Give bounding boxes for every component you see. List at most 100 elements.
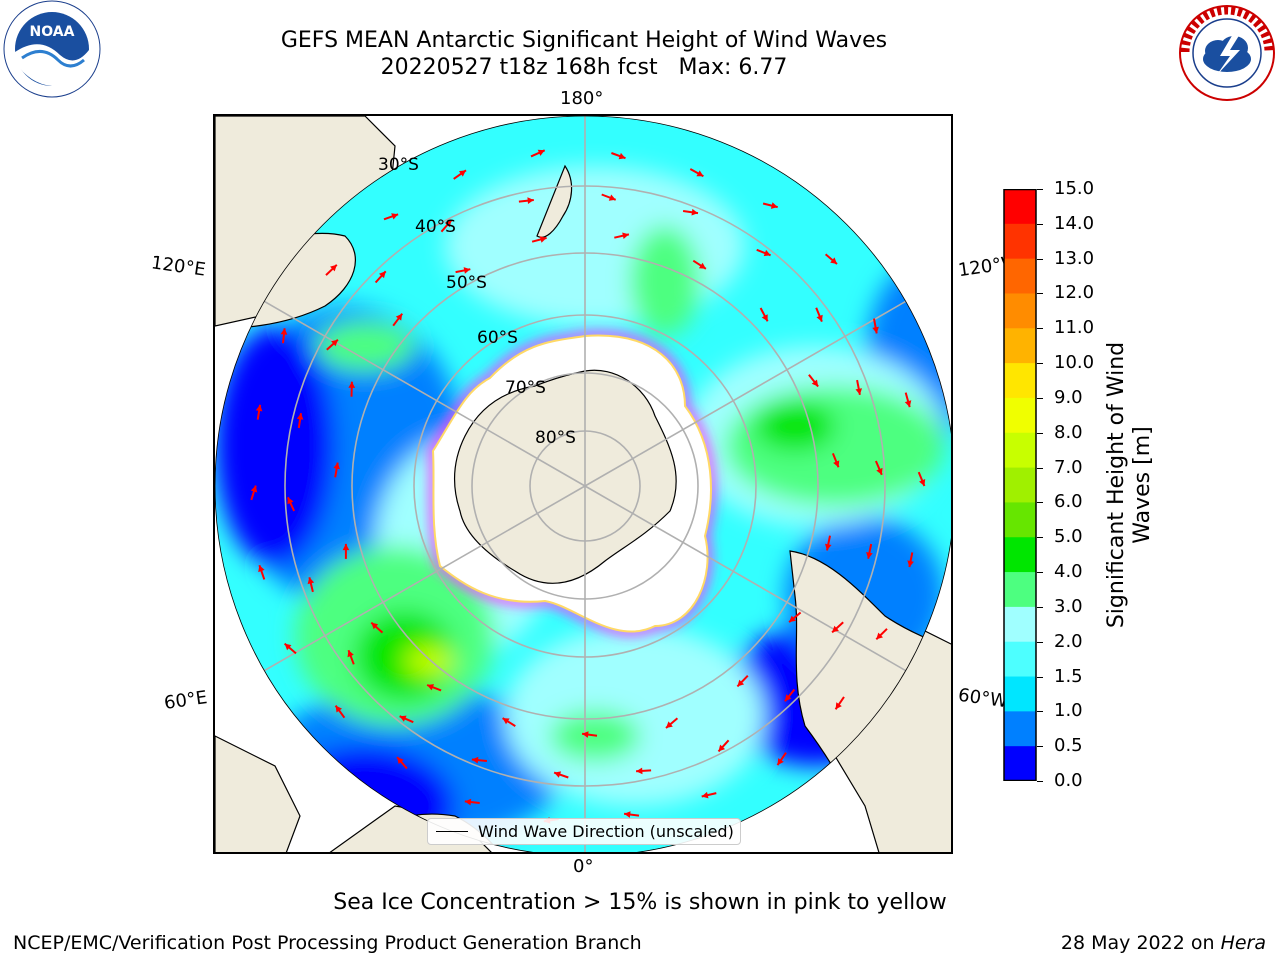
- colorbar-tick-label: 8.0: [1054, 421, 1083, 443]
- wind-wave-arrow-head: [832, 625, 839, 633]
- wind-wave-arrow-head: [876, 467, 883, 475]
- wind-wave-arrow-head: [250, 485, 258, 493]
- lat-label-80s: 80°S: [535, 428, 576, 448]
- colorbar-segment: [1004, 328, 1036, 364]
- colorbar-tick-label: 7.0: [1054, 456, 1083, 478]
- colorbar-tick-label: 9.0: [1054, 386, 1083, 408]
- wind-wave-arrow-head: [348, 381, 356, 388]
- colorbar-tick-label: 0.5: [1054, 735, 1083, 757]
- colorbar-segment: [1004, 537, 1036, 573]
- map-panel: 30°S 40°S 50°S 60°S 70°S 80°S: [213, 114, 953, 854]
- lat-label-50s: 50°S: [446, 273, 487, 293]
- wind-wave-arrow-head: [830, 257, 837, 264]
- wind-wave-arrow-head: [696, 170, 704, 177]
- wind-wave-arrow-head: [255, 404, 263, 412]
- wind-wave-arrow: [256, 672, 267, 686]
- wind-wave-arrow: [922, 322, 931, 337]
- noaa-logo: NOAA: [3, 0, 101, 98]
- chart-title: GEFS MEAN Antarctic Significant Height o…: [214, 27, 954, 81]
- wind-wave-arrow-head: [227, 358, 234, 366]
- wind-wave-arrow-head: [618, 152, 626, 160]
- wind-wave-arrow-head: [828, 198, 836, 206]
- colorbar-tick: [1037, 223, 1043, 225]
- wind-wave-arrow-head: [784, 694, 792, 702]
- wind-wave-arrow-head: [427, 684, 434, 691]
- colorbar-segment: [1004, 363, 1036, 399]
- wind-wave-arrow-head: [371, 622, 379, 630]
- colorbar-tick-label: 14.0: [1054, 212, 1095, 234]
- colorbar-segment: [1004, 258, 1036, 294]
- wind-wave-arrow-head: [527, 197, 534, 204]
- wind-wave-arrow-head: [471, 756, 479, 764]
- footer-machine-name: Hera: [1220, 932, 1266, 954]
- wind-wave-arrow-head: [502, 718, 510, 725]
- legend-label: Wind Wave Direction (unscaled): [478, 822, 734, 841]
- colorbar-tick: [1037, 258, 1043, 260]
- colorbar-tick-label: 2.0: [1054, 630, 1083, 652]
- wind-wave-arrow-head: [923, 329, 930, 337]
- lat-label-70s: 70°S: [505, 378, 546, 398]
- wind-wave-arrow-head: [876, 632, 883, 640]
- wind-wave-arrow-head: [737, 679, 745, 687]
- colorbar-segment: [1004, 223, 1036, 260]
- wind-wave-arrow-head: [761, 314, 768, 322]
- wind-wave-arrow-head: [636, 767, 643, 775]
- wind-wave-arrow-head: [463, 267, 471, 274]
- footer-date: 28 May 2022 on Hera: [1061, 932, 1266, 954]
- wind-wave-arrow-head: [835, 702, 842, 710]
- wind-wave-arrow: [824, 767, 835, 783]
- wind-wave-arrow-head: [907, 560, 914, 568]
- wind-wave-arrow-head: [777, 758, 784, 766]
- sea-ice-caption: Sea Ice Concentration > 15% is shown in …: [333, 890, 947, 915]
- colorbar-tick: [1037, 676, 1043, 678]
- noaa-logo-text: NOAA: [30, 24, 75, 40]
- wind-wave-arrow-head: [811, 379, 819, 387]
- colorbar-tick: [1037, 363, 1043, 365]
- wind-wave-arrow-head: [333, 462, 340, 470]
- wind-wave-arrow-head: [464, 798, 472, 806]
- lon-label-180: 180°: [560, 88, 604, 109]
- colorbar-title-line-1: Significant Height of Wind: [1104, 341, 1129, 629]
- colorbar-tick-label: 12.0: [1054, 282, 1095, 304]
- colorbar-tick-label: 11.0: [1054, 317, 1095, 339]
- wind-wave-arrow-head: [919, 479, 926, 486]
- colorbar-tick-label: 4.0: [1054, 561, 1083, 583]
- colorbar-tick-label: 15.0: [1054, 178, 1095, 199]
- colorbar-tick: [1037, 467, 1043, 469]
- wind-wave-arrow-head: [825, 543, 832, 551]
- wind-wave-arrow-head: [691, 208, 698, 216]
- colorbar-tick-label: 0.0: [1054, 770, 1083, 791]
- wind-wave-arrow-head: [296, 413, 304, 420]
- colorbar-segment: [1004, 711, 1036, 747]
- wind-wave-arrow-head: [582, 731, 589, 738]
- wind-wave-arrow: [879, 252, 894, 263]
- wind-wave-arrow-head: [904, 400, 912, 408]
- colorbar-bar: [1003, 188, 1037, 782]
- wind-wave-arrow-head: [397, 757, 404, 764]
- wind-wave-arrow-head: [367, 790, 375, 798]
- legend-line-symbol: [436, 831, 468, 832]
- lat-label-30s: 30°S: [378, 155, 419, 175]
- wind-wave-arrow-head: [537, 149, 545, 156]
- colorbar-tick-label: 13.0: [1054, 247, 1095, 269]
- wind-wave-arrow-head: [666, 721, 673, 728]
- colorbar-segment: [1004, 432, 1036, 469]
- colorbar-title: Significant Height of Wind Waves [m]: [1104, 342, 1156, 628]
- colorbar-tick-label: 3.0: [1054, 595, 1083, 617]
- wind-wave-arrow-head: [825, 774, 832, 782]
- colorbar-tick-label: 1.5: [1054, 665, 1083, 687]
- wind-wave-arrow-head: [622, 232, 629, 239]
- colorbar-segment: [1004, 502, 1036, 538]
- colorbar-tick: [1037, 537, 1043, 539]
- wind-wave-arrow-head: [608, 194, 616, 201]
- wind-wave-arrow-head: [866, 552, 873, 559]
- wind-wave-arrow-head: [886, 255, 894, 262]
- wind-wave-arrow: [225, 357, 234, 373]
- map-legend: Wind Wave Direction (unscaled): [427, 818, 741, 845]
- wind-wave-arrow-head: [718, 744, 726, 752]
- wind-wave-arrow-head: [335, 705, 342, 713]
- wind-wave-arrow-head: [833, 460, 840, 468]
- wind-wave-arrow-head: [257, 672, 264, 680]
- lat-label-60s: 60°S: [477, 328, 518, 348]
- wind-wave-arrow-head: [763, 249, 771, 257]
